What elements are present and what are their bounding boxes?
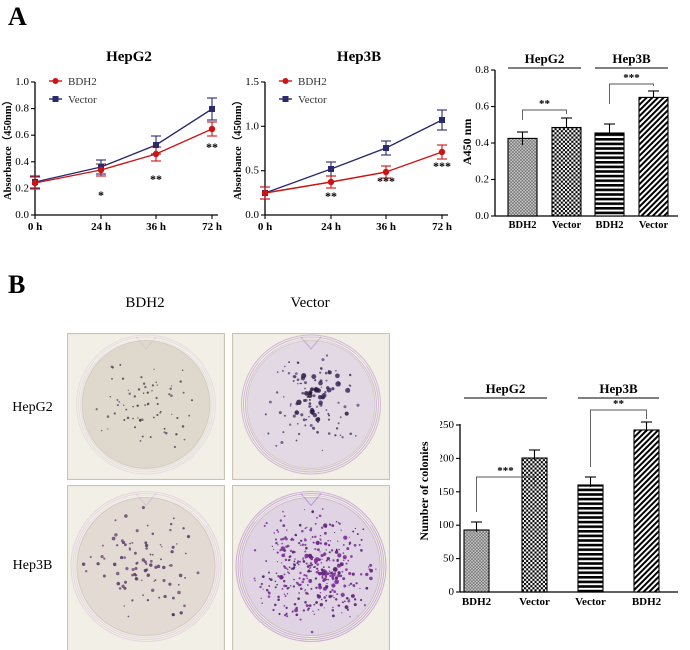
svg-text:0 h: 0 h: [258, 221, 272, 230]
svg-text:Vector: Vector: [552, 220, 582, 230]
svg-text:24 h: 24 h: [321, 221, 341, 230]
svg-text:***: ***: [377, 174, 395, 188]
svg-text:0 h: 0 h: [28, 221, 42, 230]
svg-text:Vector: Vector: [68, 94, 97, 106]
svg-text:24 h: 24 h: [91, 221, 111, 230]
svg-text:Vector: Vector: [298, 94, 327, 106]
svg-text:200: 200: [440, 452, 455, 464]
svg-text:0.4: 0.4: [15, 156, 29, 168]
svg-text:50: 50: [443, 553, 455, 565]
svg-text:BDH2: BDH2: [462, 596, 492, 608]
svg-text:0.2: 0.2: [15, 182, 29, 194]
svg-text:0.0: 0.0: [475, 210, 489, 222]
svg-text:72 h: 72 h: [202, 221, 222, 230]
svg-text:***: ***: [623, 72, 640, 84]
svg-text:BDH2: BDH2: [298, 76, 327, 88]
svg-text:0: 0: [449, 586, 455, 598]
svg-text:Vector: Vector: [639, 220, 669, 230]
svg-text:HepG2: HepG2: [486, 381, 526, 396]
svg-text:0.5: 0.5: [245, 165, 259, 177]
svg-text:**: **: [206, 140, 218, 154]
svg-text:Absorbance（450nm）: Absorbance（450nm）: [231, 95, 244, 200]
svg-text:0.6: 0.6: [475, 101, 489, 113]
svg-text:**: **: [539, 98, 551, 110]
svg-text:***: ***: [433, 159, 451, 173]
svg-text:150: 150: [440, 486, 455, 498]
svg-text:0.8: 0.8: [15, 103, 29, 115]
svg-text:*: *: [98, 188, 104, 202]
svg-text:72 h: 72 h: [432, 221, 452, 230]
svg-text:Absorbance（450nm）: Absorbance（450nm）: [1, 95, 14, 200]
svg-text:BDH2: BDH2: [595, 220, 623, 230]
svg-text:0.0: 0.0: [15, 209, 29, 221]
svg-text:A450 nm: A450 nm: [460, 119, 474, 165]
svg-text:Vector: Vector: [519, 596, 550, 608]
svg-text:HepG2: HepG2: [106, 49, 152, 65]
svg-text:BDH2: BDH2: [632, 596, 662, 608]
svg-text:**: **: [150, 172, 162, 186]
svg-text:BDH2: BDH2: [68, 76, 97, 88]
svg-text:36 h: 36 h: [146, 221, 166, 230]
svg-text:0.6: 0.6: [15, 129, 29, 141]
svg-text:**: **: [613, 398, 625, 410]
svg-text:1.5: 1.5: [245, 76, 259, 88]
svg-text:Hep3B: Hep3B: [337, 49, 381, 65]
svg-text:Hep3B: Hep3B: [612, 51, 651, 66]
svg-text:HepG2: HepG2: [525, 51, 565, 66]
svg-text:100: 100: [440, 519, 455, 531]
svg-text:1.0: 1.0: [245, 120, 259, 132]
svg-text:0.8: 0.8: [475, 64, 489, 76]
svg-text:BDH2: BDH2: [508, 220, 536, 230]
svg-text:0.0: 0.0: [245, 209, 259, 221]
svg-text:0.4: 0.4: [475, 137, 489, 149]
svg-text:0.2: 0.2: [475, 174, 489, 186]
svg-text:Vector: Vector: [575, 596, 606, 608]
svg-text:***: ***: [497, 465, 514, 477]
svg-text:**: **: [325, 189, 337, 203]
svg-text:Hep3B: Hep3B: [599, 381, 638, 396]
svg-text:250: 250: [440, 419, 455, 431]
svg-text:1.0: 1.0: [15, 76, 29, 88]
svg-text:36 h: 36 h: [376, 221, 396, 230]
